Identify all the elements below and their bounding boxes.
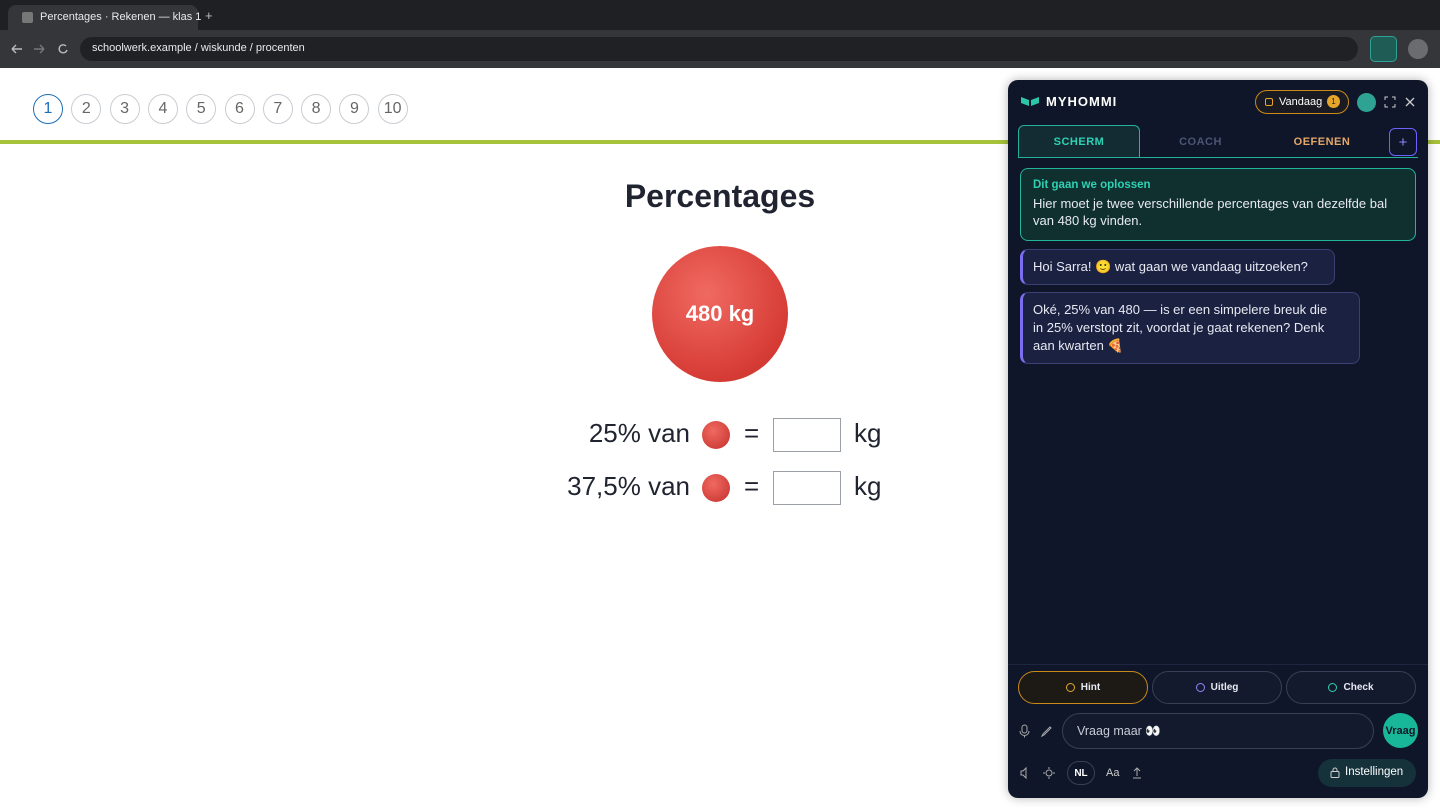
page-number[interactable]: 4 [147, 94, 178, 124]
add-tab[interactable]: + [1389, 128, 1417, 156]
page-number[interactable]: 1 [33, 94, 63, 124]
ball: 480 kg [652, 246, 788, 382]
favicon [22, 12, 33, 23]
goal-title: Dit gaan we oplossen [1033, 179, 1151, 191]
tab[interactable]: COACH [1179, 135, 1222, 148]
action-label: Hint [1080, 682, 1101, 693]
lock-icon [1330, 767, 1340, 778]
new-tab[interactable]: + [205, 8, 213, 23]
tab-underline [1018, 157, 1418, 158]
address-bar[interactable] [80, 37, 1358, 61]
small-ball [702, 474, 730, 502]
percent: 25% van [588, 418, 690, 448]
today-count: 1 [1327, 95, 1340, 108]
send-button[interactable]: Vraag [1383, 713, 1418, 748]
answer-input[interactable] [773, 471, 841, 505]
nav-buttons[interactable] [8, 40, 72, 58]
unit: kg [854, 471, 882, 501]
avatar[interactable] [1357, 93, 1376, 112]
answer-input[interactable] [773, 418, 841, 452]
divider [0, 140, 1440, 144]
calendar-icon [1265, 98, 1273, 106]
font-size[interactable]: Aa [1106, 767, 1120, 779]
url: schoolwerk.example / wiskunde / procente… [92, 42, 305, 54]
tab-title: Percentages · Rekenen — klas 1 [40, 11, 202, 23]
upload-icon[interactable] [1132, 766, 1142, 779]
separator [1008, 664, 1428, 665]
unit: kg [854, 418, 882, 448]
page-number[interactable]: 5 [186, 94, 217, 124]
profile[interactable] [1408, 39, 1428, 59]
page-number[interactable]: 10 [377, 94, 408, 124]
audio-tools[interactable] [1018, 766, 1058, 780]
action-icon [1065, 683, 1075, 692]
goal-text: Hier moet je twee verschillende percenta… [1033, 196, 1388, 228]
page-number[interactable]: 7 [262, 94, 293, 124]
action-button[interactable]: Check [1286, 671, 1416, 704]
language[interactable]: NL [1067, 761, 1095, 785]
page-number[interactable]: 2 [71, 94, 102, 124]
action-icon [1328, 683, 1338, 692]
tab-strip [0, 0, 1440, 30]
equals: = [744, 471, 760, 501]
brand: MYHOMMI [1046, 94, 1118, 109]
page-number[interactable]: 9 [339, 94, 370, 124]
equals: = [744, 418, 760, 448]
tab[interactable] [8, 5, 198, 30]
action-button[interactable]: Uitleg [1152, 671, 1282, 704]
goal-card: Dit gaan we oplossen Hier moet je twee v… [1020, 168, 1416, 241]
chat-input[interactable]: Vraag maar 👀 [1062, 713, 1374, 749]
logo [1021, 97, 1039, 106]
tab[interactable]: SCHERM [1018, 125, 1140, 158]
window-controls[interactable] [1384, 96, 1420, 108]
message: Oké, 25% van 480 — is er een simpelere b… [1020, 292, 1360, 364]
today: Vandaag [1279, 96, 1323, 108]
page-number[interactable]: 8 [301, 94, 332, 124]
tab[interactable]: OEFENEN [1293, 135, 1351, 148]
action-icon [1195, 683, 1205, 692]
input-tools[interactable] [1018, 723, 1054, 739]
message: Hoi Sarra! 🙂 wat gaan we vandaag uitzoek… [1020, 249, 1335, 285]
extension-button[interactable] [1370, 36, 1397, 62]
percent: 37,5% van [567, 471, 690, 501]
small-ball [702, 421, 730, 449]
action-button[interactable]: Hint [1018, 671, 1148, 704]
title: Percentages [624, 178, 816, 214]
action-label: Check [1343, 682, 1374, 693]
page-number[interactable]: 3 [109, 94, 140, 124]
settings-button[interactable]: Instellingen [1318, 759, 1416, 787]
page-number[interactable]: 6 [224, 94, 255, 124]
action-label: Uitleg [1210, 682, 1239, 693]
